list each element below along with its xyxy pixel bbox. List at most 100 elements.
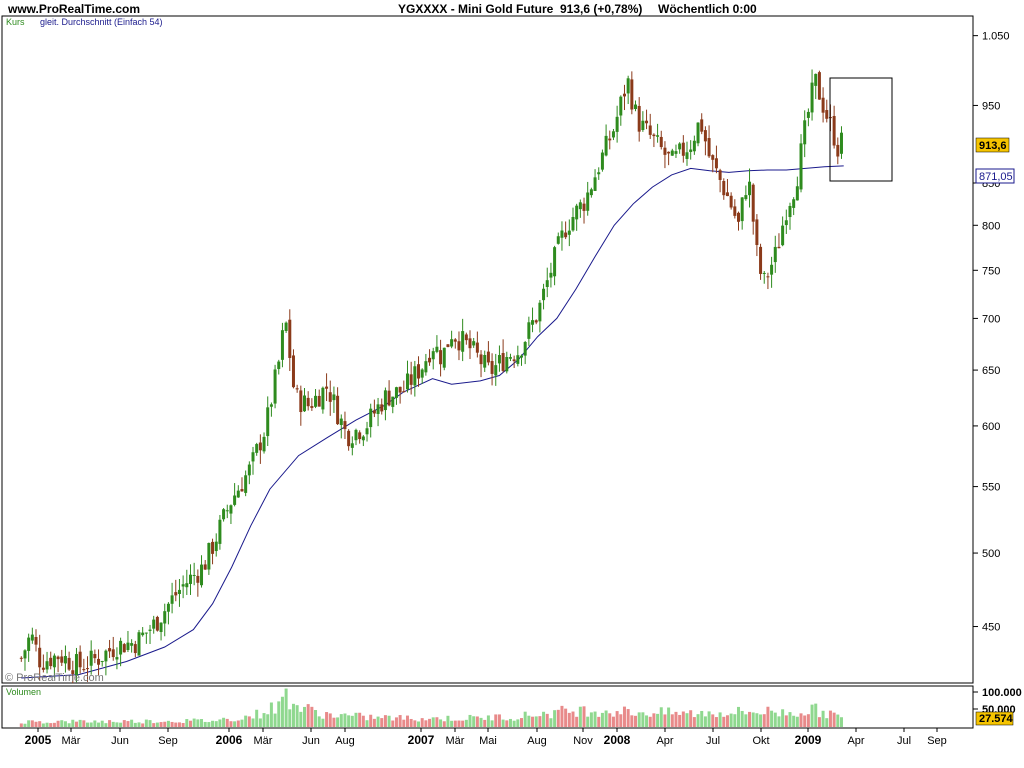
volume-bar [63, 721, 67, 727]
volume-bar [553, 710, 557, 727]
legend-price: Kurs [6, 17, 25, 27]
volume-bar [836, 714, 840, 727]
candle-body [251, 452, 255, 462]
volume-bar [310, 706, 314, 727]
volume-bar [306, 704, 310, 727]
candle-body [369, 408, 373, 428]
volume-bar [314, 710, 318, 727]
site-link[interactable]: www.ProRealTime.com [8, 2, 141, 16]
volume-bar [766, 706, 770, 727]
volume-bar [214, 721, 218, 727]
candle-body [468, 338, 472, 349]
candle-body [799, 143, 803, 190]
volume-bar [795, 716, 799, 727]
volume-bar [770, 710, 774, 727]
candle-body [177, 589, 181, 594]
candle-body [214, 541, 218, 552]
candle-body [505, 356, 509, 372]
candle-body [571, 216, 575, 231]
candle-body [678, 143, 682, 150]
volume-bar [806, 714, 810, 727]
volume-bar [78, 719, 82, 727]
volume-bar [575, 716, 579, 727]
volume-bar [295, 705, 299, 727]
candle-body [685, 152, 689, 159]
x-tick-label: Mär [446, 735, 465, 747]
volume-bar [567, 712, 571, 727]
volume-bar [450, 720, 454, 727]
volume-bar [678, 714, 682, 727]
x-tick-label: Jun [302, 735, 320, 747]
volume-bar [799, 713, 803, 727]
volume-bar [266, 714, 270, 727]
x-tick-label: 2006 [216, 733, 243, 747]
candle-body [200, 564, 204, 586]
volume-bar [391, 720, 395, 727]
volume-bar [788, 712, 792, 727]
volume-bar [457, 720, 461, 727]
candle-body [288, 319, 292, 358]
volume-bar [531, 716, 535, 727]
x-tick-label: Apr [656, 735, 673, 747]
volume-bar [185, 719, 189, 727]
volume-bar [714, 717, 718, 727]
candle-body [27, 637, 31, 651]
x-tick-label: 2008 [604, 733, 631, 747]
volume-bar [277, 701, 281, 727]
volume-bar [696, 714, 700, 727]
chart-header: www.ProRealTime.com YGXXXX - Mini Gold F… [0, 0, 1024, 16]
volume-bar [424, 720, 428, 727]
candle-body [806, 111, 810, 118]
volume-bar [284, 688, 288, 727]
volume-bar [674, 711, 678, 727]
candle-body [652, 134, 656, 137]
volume-bar [86, 722, 90, 727]
volume-bar [181, 723, 185, 727]
ma-value-tag [975, 168, 1015, 184]
volume-bar [130, 719, 134, 727]
volume-bar [556, 709, 560, 727]
volume-bars-layer [19, 688, 843, 727]
candle-body [45, 661, 49, 670]
price-panel-frame [1, 15, 974, 684]
candle-body [722, 181, 726, 196]
candle-body [38, 647, 42, 668]
x-tick-label: Okt [752, 735, 769, 747]
candle-body [516, 355, 520, 364]
volume-bar [137, 722, 141, 727]
volume-bar [821, 710, 825, 727]
volume-bar [814, 703, 818, 727]
last-volume-label: 27.574 [979, 713, 1014, 725]
volume-bar [251, 718, 255, 727]
volume-bar [41, 723, 45, 727]
volume-bar [582, 706, 586, 727]
volume-bar [280, 696, 284, 727]
candle-body [714, 158, 718, 169]
volume-bar [431, 717, 435, 727]
x-tick-label: 2005 [25, 733, 52, 747]
candle-body [122, 644, 126, 653]
volume-bar [810, 704, 814, 727]
candle-body [247, 464, 251, 476]
candle-body [417, 364, 421, 379]
x-tick-label: Mär [254, 735, 273, 747]
candle-body [810, 82, 814, 113]
candle-body [137, 632, 141, 656]
volume-bar [339, 714, 343, 727]
volume-bar [519, 718, 523, 727]
candle-body [233, 495, 237, 505]
volume-bar [615, 711, 619, 727]
candle-body [604, 135, 608, 156]
candle-body [556, 236, 560, 244]
candle-body [41, 667, 45, 670]
candle-body [519, 355, 523, 358]
candle-body [394, 387, 398, 398]
volume-bar [586, 716, 590, 727]
candle-body [784, 220, 788, 226]
volume-bar [751, 712, 755, 727]
volume-bar [446, 715, 450, 727]
volume-bar [203, 721, 207, 727]
candle-body [792, 199, 796, 208]
instrument-title: YGXXXX - Mini Gold Future [398, 2, 554, 16]
